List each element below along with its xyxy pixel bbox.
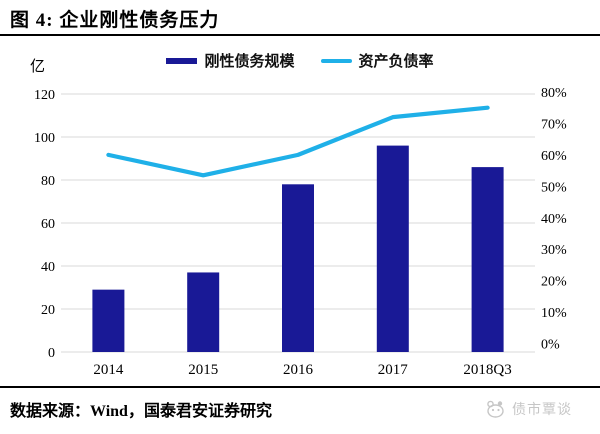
- x-axis-category-label: 2015: [188, 362, 218, 378]
- left-axis-tick-label: 0: [48, 346, 55, 361]
- right-axis-tick-label: 70%: [541, 117, 567, 132]
- legend-item-line-series: 资产负债率: [320, 50, 434, 71]
- panda-logo-icon: [487, 400, 504, 418]
- figure-title: 图 4: 企业刚性债务压力: [10, 10, 220, 31]
- bar-2018Q3: [471, 167, 504, 352]
- bar-series-swatch-icon: [166, 57, 198, 64]
- left-axis-tick-label: 80: [41, 174, 55, 189]
- left-axis-tick-label: 40: [41, 260, 55, 275]
- left-axis-tick-label: 20: [41, 303, 55, 318]
- left-axis-tick-label: 60: [41, 217, 55, 232]
- data-source-note: 数据来源：Wind，国泰君安证券研究: [10, 403, 272, 420]
- title-divider: [0, 34, 600, 36]
- right-axis-tick-label: 50%: [541, 180, 567, 195]
- right-axis-tick-label: 10%: [541, 306, 567, 321]
- watermark-label: 债市覃谈: [512, 403, 572, 418]
- right-axis-tick-label: 20%: [541, 275, 567, 290]
- bar-2014: [92, 289, 125, 352]
- bar-2015: [187, 272, 220, 352]
- chart-legend: 刚性债务规模 资产负债率: [0, 50, 600, 71]
- legend-label: 刚性债务规模: [204, 54, 295, 70]
- bar-2017: [376, 145, 409, 352]
- line-series-swatch-icon: [320, 58, 352, 63]
- right-axis-tick-label: 0%: [541, 338, 560, 353]
- x-axis-category-label: 2016: [283, 362, 314, 378]
- left-axis-tick-label: 120: [34, 88, 55, 103]
- x-axis-category-label: 2018Q3: [463, 362, 511, 378]
- right-axis-tick-label: 30%: [541, 243, 567, 258]
- legend-item-bar-series: 刚性债务规模: [166, 50, 295, 71]
- left-axis-tick-label: 100: [34, 131, 55, 146]
- trend-line: [106, 105, 490, 178]
- x-axis-category-label: 2014: [93, 362, 124, 378]
- right-axis-tick-label: 60%: [541, 149, 567, 164]
- x-axis-category-label: 2017: [378, 362, 409, 378]
- right-axis-tick-label: 40%: [541, 212, 567, 227]
- left-axis-unit-label: 亿: [30, 59, 46, 75]
- right-axis-tick-label: 80%: [541, 86, 567, 101]
- legend-label: 资产负债率: [358, 54, 434, 70]
- watermark: 债市覃谈: [485, 399, 572, 419]
- footer-divider: [0, 386, 600, 388]
- bar-2016: [282, 184, 314, 352]
